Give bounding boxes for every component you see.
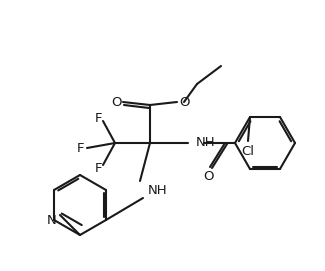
Text: F: F	[94, 111, 102, 124]
Text: F: F	[76, 141, 84, 154]
Text: N: N	[47, 215, 57, 227]
Text: O: O	[203, 169, 213, 182]
Text: O: O	[179, 95, 189, 108]
Text: O: O	[111, 95, 121, 108]
Text: NH: NH	[196, 137, 215, 150]
Text: F: F	[94, 163, 102, 176]
Text: Cl: Cl	[241, 144, 254, 157]
Text: NH: NH	[148, 183, 168, 196]
